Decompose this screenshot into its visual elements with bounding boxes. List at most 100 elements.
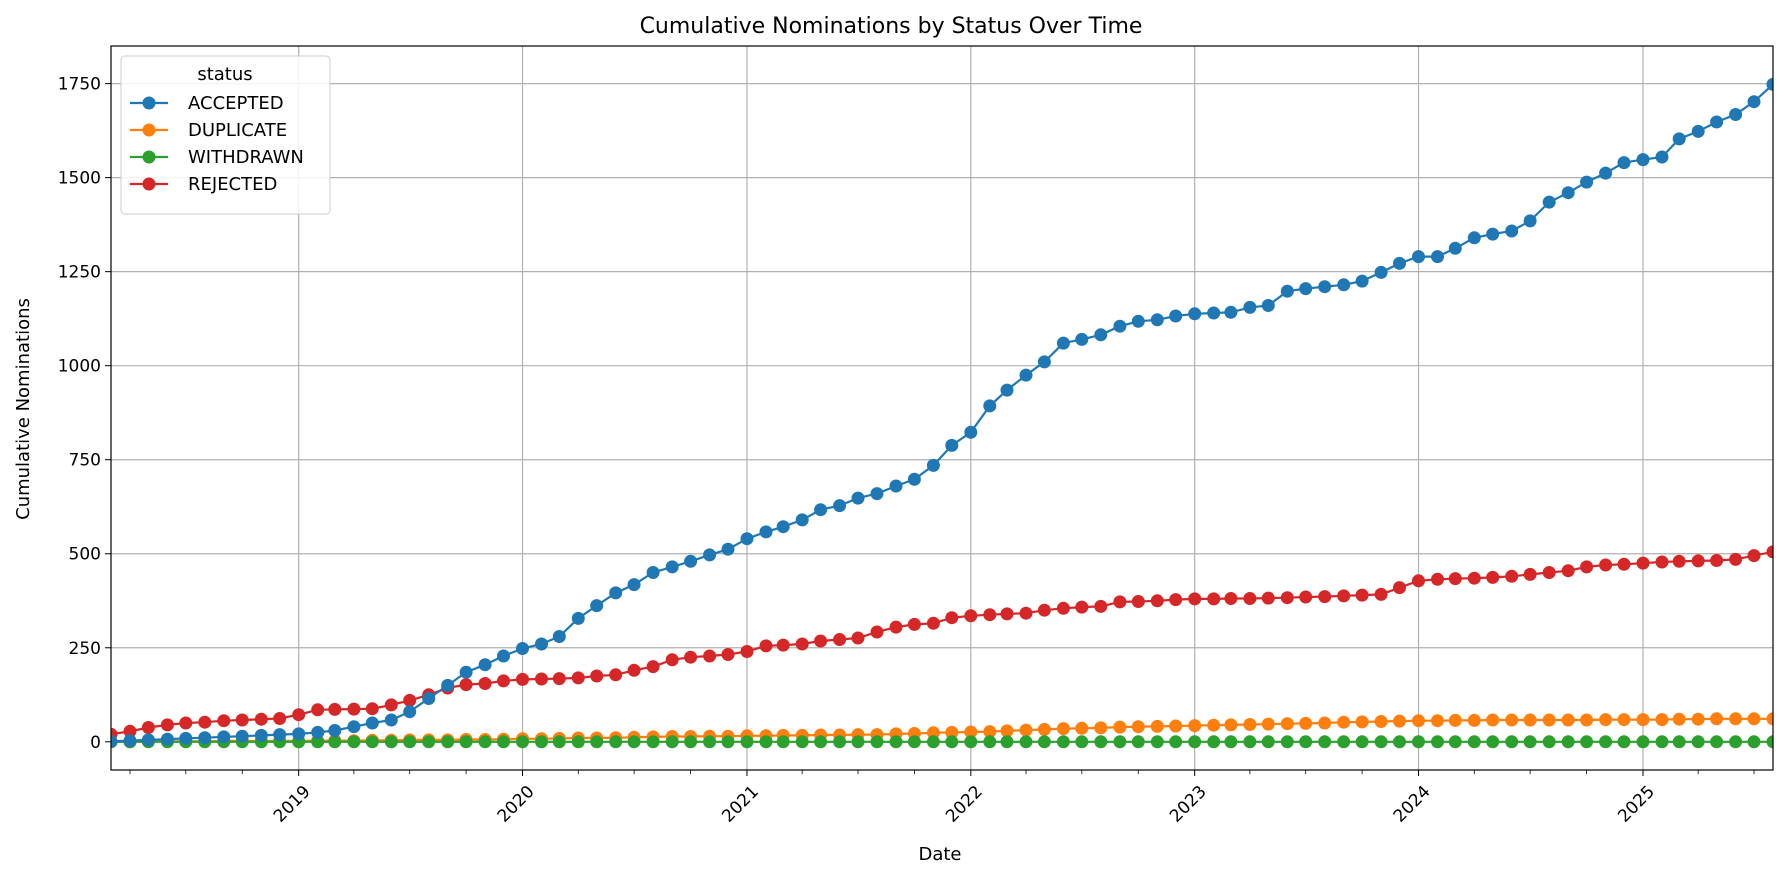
data-point <box>926 458 940 472</box>
data-point <box>1636 556 1650 570</box>
data-point <box>1636 735 1650 749</box>
data-point <box>1355 715 1369 729</box>
data-point <box>347 735 361 749</box>
data-point <box>1374 715 1388 728</box>
data-point <box>1486 570 1500 584</box>
data-point <box>740 735 754 749</box>
data-point <box>870 735 884 749</box>
legend-marker <box>142 123 156 137</box>
data-point <box>571 611 585 625</box>
data-point <box>1280 717 1294 731</box>
data-point <box>703 649 717 663</box>
data-point <box>1318 280 1332 294</box>
data-point <box>198 715 212 729</box>
data-point <box>945 438 959 452</box>
data-point <box>497 674 510 688</box>
data-point <box>1542 195 1556 209</box>
y-tick-label: 250 <box>69 639 101 659</box>
data-point <box>1131 735 1145 749</box>
data-point <box>1000 735 1014 749</box>
data-point <box>889 620 903 634</box>
data-point <box>1113 735 1127 749</box>
y-tick-label: 1000 <box>58 357 101 377</box>
data-point <box>1374 735 1388 749</box>
data-point <box>1318 590 1332 604</box>
data-point <box>292 708 306 722</box>
data-point <box>945 611 959 625</box>
data-point <box>926 616 940 630</box>
data-point <box>1580 735 1594 749</box>
data-point <box>721 735 735 749</box>
legend-marker <box>142 177 156 191</box>
data-point <box>1280 591 1294 605</box>
data-point <box>1207 592 1221 606</box>
data-point <box>1299 735 1313 749</box>
y-tick-label: 1250 <box>58 263 101 283</box>
data-point <box>740 532 754 546</box>
chart-title: Cumulative Nominations by Status Over Ti… <box>640 14 1143 39</box>
data-point <box>1374 265 1388 279</box>
data-point <box>1729 108 1743 121</box>
data-point <box>684 554 698 568</box>
data-point <box>983 399 997 413</box>
data-point <box>983 608 997 622</box>
data-point <box>1280 284 1294 298</box>
data-point <box>441 735 455 749</box>
data-point <box>384 735 398 749</box>
legend-label: REJECTED <box>188 174 277 195</box>
data-point <box>1523 735 1537 749</box>
data-point <box>403 705 417 719</box>
data-point <box>1224 305 1238 319</box>
data-point <box>459 678 473 692</box>
data-point <box>1655 713 1669 727</box>
data-point <box>1261 735 1275 749</box>
data-point <box>1207 306 1221 320</box>
data-point <box>1207 735 1221 749</box>
data-point <box>1580 175 1594 189</box>
data-point <box>1337 735 1351 749</box>
data-point <box>1188 735 1202 749</box>
data-point <box>311 735 325 749</box>
data-point <box>1113 319 1127 333</box>
data-point <box>1337 278 1351 292</box>
data-point <box>609 735 623 749</box>
data-point <box>1243 592 1257 605</box>
data-point <box>1766 712 1773 726</box>
data-point <box>1486 735 1500 749</box>
data-point <box>665 560 679 574</box>
data-point <box>1672 132 1686 146</box>
data-point <box>254 712 268 726</box>
data-point <box>964 609 978 623</box>
data-point <box>1393 735 1406 749</box>
data-point <box>1561 735 1575 749</box>
data-point <box>1393 581 1406 595</box>
data-point <box>1169 593 1183 607</box>
data-point <box>1710 735 1724 749</box>
data-point <box>552 630 566 643</box>
data-point <box>964 725 978 739</box>
data-point <box>1580 713 1594 727</box>
data-point <box>179 731 193 745</box>
legend-title: status <box>197 64 252 85</box>
data-point <box>814 503 828 517</box>
data-point <box>964 735 978 749</box>
data-point <box>1766 77 1773 91</box>
data-point <box>1299 282 1313 296</box>
data-point <box>1467 713 1481 727</box>
data-point <box>665 735 679 749</box>
data-point <box>478 677 492 690</box>
data-point <box>1431 714 1444 728</box>
data-point <box>1431 250 1444 264</box>
legend-marker <box>142 96 156 110</box>
data-point <box>665 653 679 667</box>
data-point <box>1412 714 1425 728</box>
data-point <box>497 649 510 663</box>
data-point <box>1393 256 1406 270</box>
data-point <box>1056 722 1070 736</box>
data-point <box>1599 713 1613 727</box>
data-point <box>1094 599 1108 613</box>
data-point <box>1188 592 1202 606</box>
data-point <box>870 487 884 501</box>
data-point <box>1599 558 1613 572</box>
data-point <box>328 724 342 737</box>
